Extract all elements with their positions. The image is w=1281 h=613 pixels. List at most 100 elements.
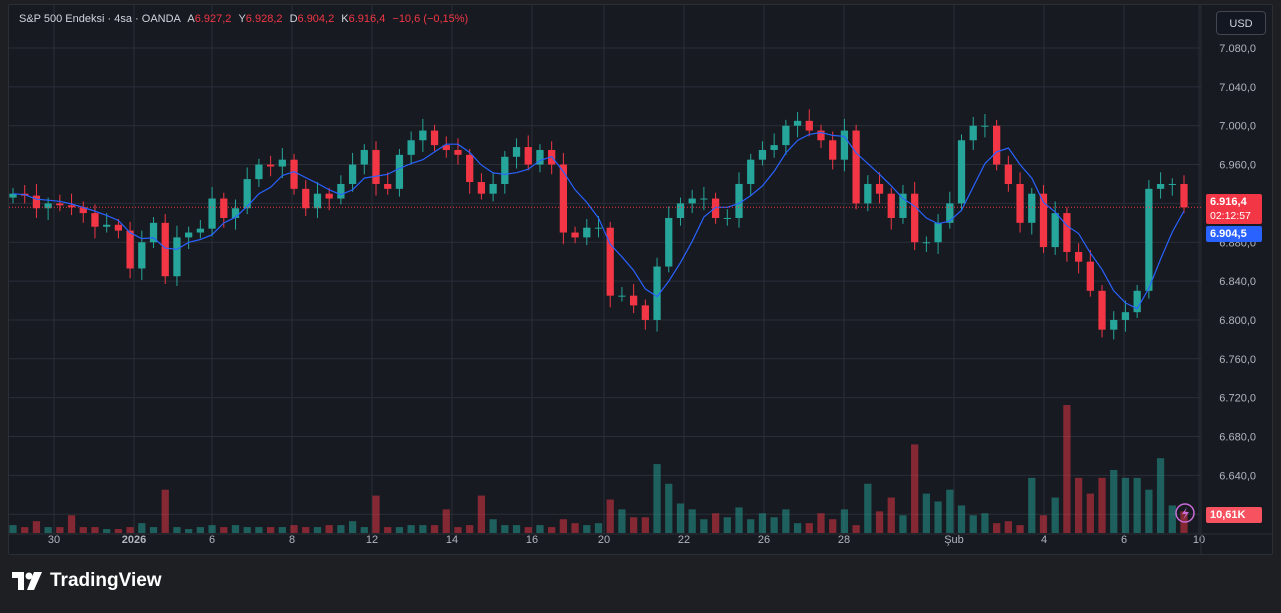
candle-body <box>875 183 884 194</box>
candle-body <box>243 179 251 209</box>
volume-bar <box>1016 525 1024 533</box>
volume-bar <box>173 527 181 533</box>
volume-bar <box>407 525 415 533</box>
volume-bar <box>922 493 931 533</box>
candle-body <box>1051 213 1059 248</box>
candle-body <box>1028 193 1036 223</box>
symbol-name[interactable]: S&P 500 Endeksi <box>19 13 105 25</box>
tradingview-logo[interactable]: TradingView <box>12 570 162 592</box>
x-tick-label: 2026 <box>122 534 146 546</box>
candle-body <box>290 159 298 189</box>
volume-bar <box>1133 477 1141 533</box>
moving-average-line <box>12 131 1185 310</box>
volume-bar <box>770 517 778 533</box>
candle-body <box>840 130 849 160</box>
candle-body <box>313 193 322 209</box>
volume-bar <box>829 519 837 533</box>
candle-body <box>606 227 614 296</box>
volume-bar <box>360 527 368 533</box>
candle-body <box>1086 261 1094 291</box>
candle-body <box>711 198 720 218</box>
volume-bar <box>185 529 193 533</box>
close-value: 6.916,4 <box>348 13 386 25</box>
volume-bar <box>454 527 462 533</box>
volume-bar <box>700 519 708 533</box>
candle-body <box>817 130 825 141</box>
candlestick-chart[interactable]: 7.080,07.040,07.000,06.960,06.920,06.880… <box>9 5 1272 554</box>
chart-panel[interactable]: 7.080,07.040,07.000,06.960,06.920,06.880… <box>8 4 1273 555</box>
candle-body <box>993 125 1001 165</box>
interval[interactable]: 4sa <box>114 13 132 25</box>
candle-body <box>442 145 450 150</box>
x-tick-label: 10 <box>1193 534 1205 546</box>
volume-bar <box>290 525 298 533</box>
candle-body <box>32 195 41 209</box>
candle-body <box>477 182 486 194</box>
tradingview-logo-icon <box>12 572 42 590</box>
volume-bar <box>44 527 52 533</box>
volume-bar <box>512 525 521 533</box>
candle-body <box>852 130 860 204</box>
candle-body <box>395 154 404 189</box>
volume-bar <box>161 489 169 533</box>
volume-bar <box>735 507 743 533</box>
volume-bar <box>536 525 544 533</box>
volume-bar <box>1098 477 1106 533</box>
candle-body <box>618 295 626 297</box>
candle-body <box>1063 213 1071 252</box>
candle-body <box>9 193 17 198</box>
candle-body <box>79 207 87 214</box>
volume-bar <box>665 483 673 533</box>
candle-body <box>173 237 181 277</box>
candle-body <box>1133 290 1141 313</box>
candle-body <box>1016 183 1024 223</box>
y-tick-label: 7.000,0 <box>1219 121 1256 133</box>
volume-bar <box>758 513 767 533</box>
volume-bar <box>1110 469 1118 533</box>
volume-bar <box>501 525 509 533</box>
lightning-icon[interactable] <box>1175 503 1195 523</box>
candle-body <box>1039 193 1048 248</box>
y-tick-label: 7.040,0 <box>1219 82 1256 94</box>
candle-body <box>653 266 661 320</box>
candle-body <box>1145 188 1153 291</box>
volume-bar <box>103 529 111 533</box>
x-tick-label: 12 <box>366 534 378 546</box>
volume-bar <box>196 527 204 533</box>
volume-bar <box>325 525 333 533</box>
x-tick-label: 4 <box>1041 534 1047 546</box>
volume-bar <box>1156 458 1165 533</box>
candle-body <box>266 164 275 167</box>
x-tick-label: 6 <box>209 534 215 546</box>
y-tick-label: 6.640,0 <box>1219 470 1256 482</box>
candle-body <box>1110 319 1118 330</box>
candle-body <box>583 227 591 238</box>
volume-bar <box>1004 521 1012 533</box>
candle-body <box>501 156 509 184</box>
ma-price-tag: 6.904,5 <box>1206 226 1262 242</box>
candle-body <box>325 193 333 199</box>
volume-bar <box>1086 493 1094 533</box>
volume-bar <box>9 525 17 533</box>
volume-bar <box>1063 405 1071 533</box>
volume-bar <box>782 509 790 533</box>
volume-bar <box>231 525 240 533</box>
y-tick-label: 6.760,0 <box>1219 354 1256 366</box>
candle-body <box>770 145 778 150</box>
x-tick-label: 16 <box>526 534 538 546</box>
volume-bar <box>969 515 977 533</box>
volume-bar <box>981 513 989 533</box>
currency-button[interactable]: USD <box>1216 11 1266 35</box>
volume-bar <box>91 527 99 533</box>
candle-body <box>220 198 228 218</box>
volume-bar <box>711 513 720 533</box>
high-value: 6.928,2 <box>245 13 283 25</box>
candle-body <box>805 120 813 131</box>
volume-bar <box>266 527 275 533</box>
volume-bar <box>126 527 134 533</box>
volume-bar <box>243 527 251 533</box>
candle-body <box>1156 183 1165 189</box>
volume-bar <box>618 509 626 533</box>
volume-bar <box>957 505 966 533</box>
volume-bar <box>1051 497 1059 533</box>
